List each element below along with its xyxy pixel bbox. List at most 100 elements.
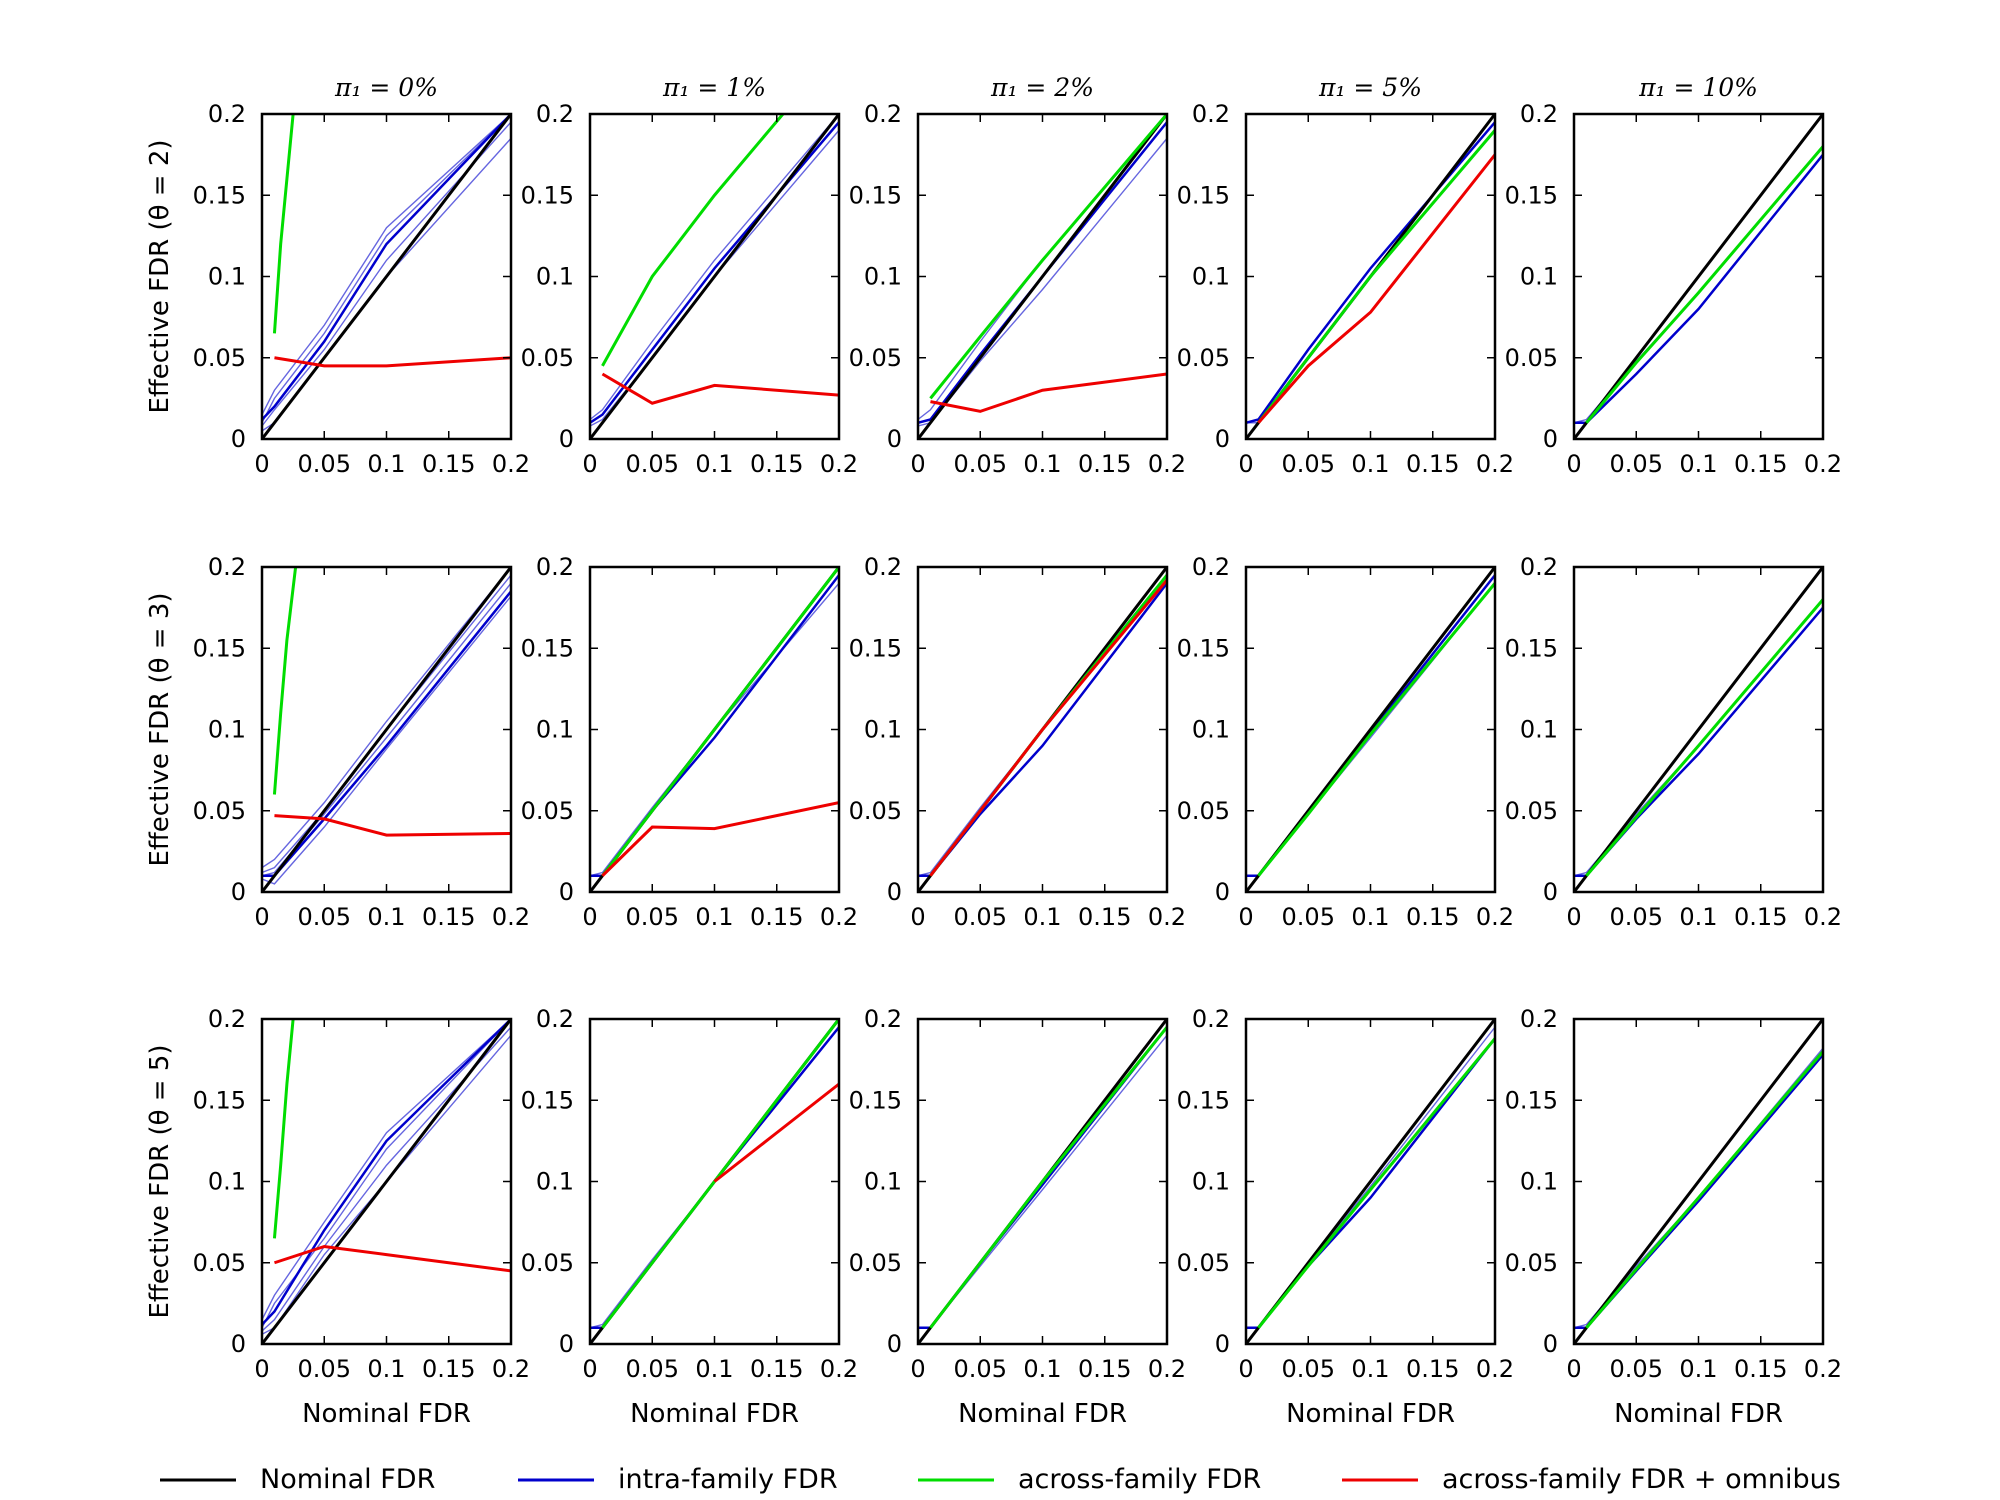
y-tick-label: 0.05 bbox=[193, 344, 246, 372]
y-tick-label: 0.1 bbox=[1520, 1168, 1558, 1196]
x-tick-label: 0.1 bbox=[695, 1355, 733, 1383]
y-tick-label: 0.1 bbox=[864, 716, 902, 744]
y-tick-label: 0.1 bbox=[208, 716, 246, 744]
x-tick-label: 0.15 bbox=[1078, 903, 1131, 931]
x-tick-label: 0 bbox=[582, 1355, 597, 1383]
y-tick-label: 0 bbox=[231, 878, 246, 906]
x-tick-label: 0.05 bbox=[626, 903, 679, 931]
y-tick-label: 0.05 bbox=[193, 1249, 246, 1277]
across-family-fdr-line bbox=[601, 567, 839, 877]
x-tick-label: 0 bbox=[582, 450, 597, 478]
x-tick-label: 0.1 bbox=[367, 450, 405, 478]
y-tick-label: 0.1 bbox=[1192, 263, 1230, 291]
intra-family-fdr-line bbox=[1246, 1026, 1495, 1329]
across-family-fdr-line bbox=[1257, 582, 1495, 877]
y-tick-label: 0 bbox=[1543, 425, 1558, 453]
y-tick-label: 0.2 bbox=[536, 100, 574, 128]
x-tick-label: 0 bbox=[254, 1355, 269, 1383]
y-tick-label: 0.2 bbox=[864, 100, 902, 128]
y-tick-label: 0.15 bbox=[1177, 1086, 1230, 1114]
x-tick-label: 0 bbox=[1566, 903, 1581, 931]
y-tick-label: 0.2 bbox=[1192, 553, 1230, 581]
legend-entry: intra-family FDR bbox=[518, 1464, 838, 1495]
legend-label: intra-family FDR bbox=[618, 1464, 838, 1495]
x-tick-label: 0.15 bbox=[422, 1355, 475, 1383]
legend-entry: across-family FDR + omnibus bbox=[1342, 1464, 1841, 1495]
column-title: π₁ = 10% bbox=[1638, 73, 1758, 102]
y-tick-label: 0 bbox=[1543, 878, 1558, 906]
y-axis-label: Effective FDR (θ = 5) bbox=[145, 1044, 175, 1318]
y-tick-label: 0.1 bbox=[536, 1168, 574, 1196]
across-family-fdr-omnibus-line bbox=[1257, 153, 1495, 424]
intra-family-fdr-line bbox=[1246, 121, 1495, 424]
y-tick-label: 0.05 bbox=[1505, 1249, 1558, 1277]
intra-family-fdr-line bbox=[262, 114, 511, 424]
intra-family-fdr-line bbox=[262, 1019, 511, 1329]
panel-r2-c3: 0 0.05 0.1 0.15 0.2 0 0.05 0.1 0.15 0.2 Nominal FD… bbox=[1177, 1005, 1515, 1429]
y-tick-label: 0 bbox=[231, 1330, 246, 1358]
x-tick-label: 0 bbox=[1566, 1355, 1581, 1383]
intra-family-fdr-line bbox=[918, 582, 1167, 877]
y-tick-label: 0.2 bbox=[536, 553, 574, 581]
x-tick-label: 0.15 bbox=[1734, 903, 1787, 931]
x-tick-label: 0.15 bbox=[1406, 450, 1459, 478]
across-family-fdr-omnibus-line bbox=[929, 579, 1167, 877]
x-tick-label: 0.05 bbox=[1610, 450, 1663, 478]
x-tick-label: 0.15 bbox=[1734, 1355, 1787, 1383]
y-tick-label: 0.15 bbox=[193, 634, 246, 662]
plot-area bbox=[1574, 114, 1823, 439]
legend-label: across-family FDR bbox=[1018, 1464, 1261, 1495]
y-tick-label: 0.05 bbox=[193, 797, 246, 825]
y-tick-label: 0.2 bbox=[1520, 100, 1558, 128]
panel-r2-c2: 0 0.05 0.1 0.15 0.2 0 0.05 0.1 0.15 0.2 Nominal FD… bbox=[849, 1005, 1187, 1429]
x-tick-label: 0.1 bbox=[1351, 903, 1389, 931]
y-tick-label: 0.05 bbox=[849, 797, 902, 825]
intra-family-fdr-line bbox=[1574, 606, 1823, 877]
y-axis-label: Effective FDR (θ = 2) bbox=[145, 139, 175, 413]
y-tick-label: 0.2 bbox=[1520, 553, 1558, 581]
across-family-fdr-omnibus-line bbox=[930, 372, 1167, 413]
plot-area bbox=[262, 114, 511, 439]
intra-family-fdr-line bbox=[262, 1019, 511, 1320]
nominal-fdr-line bbox=[262, 114, 511, 439]
x-tick-label: 0.05 bbox=[954, 903, 1007, 931]
x-tick-label: 0.2 bbox=[1476, 450, 1514, 478]
plot-area bbox=[1246, 114, 1495, 439]
x-tick-label: 0.2 bbox=[820, 1355, 858, 1383]
y-tick-label: 0.15 bbox=[521, 181, 574, 209]
x-tick-label: 0.1 bbox=[1023, 1355, 1061, 1383]
y-tick-label: 0.05 bbox=[1505, 797, 1558, 825]
y-tick-label: 0.15 bbox=[1505, 634, 1558, 662]
x-tick-label: 0 bbox=[1566, 450, 1581, 478]
y-tick-label: 0.1 bbox=[1520, 263, 1558, 291]
x-tick-label: 0.2 bbox=[1804, 903, 1842, 931]
x-tick-label: 0.15 bbox=[750, 450, 803, 478]
panel-grid: 0 0.05 0.1 0.15 0.2 0 0.05 0.1 0.15 0.2 π₁ = 0% Eff… bbox=[145, 73, 1842, 1429]
across-family-fdr-line bbox=[929, 114, 1167, 400]
x-tick-label: 0.2 bbox=[1476, 903, 1514, 931]
intra-family-fdr-line bbox=[1574, 146, 1823, 424]
x-tick-label: 0.05 bbox=[626, 1355, 679, 1383]
plot-area bbox=[1574, 567, 1823, 892]
x-tick-label: 0.15 bbox=[1406, 903, 1459, 931]
x-tick-label: 0.1 bbox=[1351, 450, 1389, 478]
across-family-fdr-omnibus-line bbox=[274, 356, 511, 368]
y-tick-label: 0.05 bbox=[1177, 1249, 1230, 1277]
across-family-fdr-line bbox=[601, 114, 785, 367]
y-tick-label: 0.15 bbox=[1177, 634, 1230, 662]
y-tick-label: 0.2 bbox=[864, 553, 902, 581]
intra-family-fdr-line bbox=[590, 114, 839, 421]
intra-family-fdr-line bbox=[1574, 599, 1823, 877]
y-tick-label: 0 bbox=[1215, 878, 1230, 906]
across-family-fdr-omnibus-line bbox=[713, 1082, 839, 1183]
x-tick-label: 0.1 bbox=[367, 903, 405, 931]
x-tick-label: 0.1 bbox=[695, 903, 733, 931]
x-tick-label: 0.05 bbox=[298, 903, 351, 931]
x-tick-label: 0.1 bbox=[1023, 903, 1061, 931]
intra-family-fdr-line bbox=[262, 567, 511, 869]
x-axis-label: Nominal FDR bbox=[630, 1399, 799, 1429]
x-tick-label: 0.1 bbox=[1679, 1355, 1717, 1383]
y-tick-label: 0 bbox=[1215, 1330, 1230, 1358]
panel-r1-c1: 0 0.05 0.1 0.15 0.2 0 0.05 0.1 0.15 0.2 bbox=[521, 553, 859, 931]
nominal-fdr-line bbox=[918, 114, 1167, 439]
